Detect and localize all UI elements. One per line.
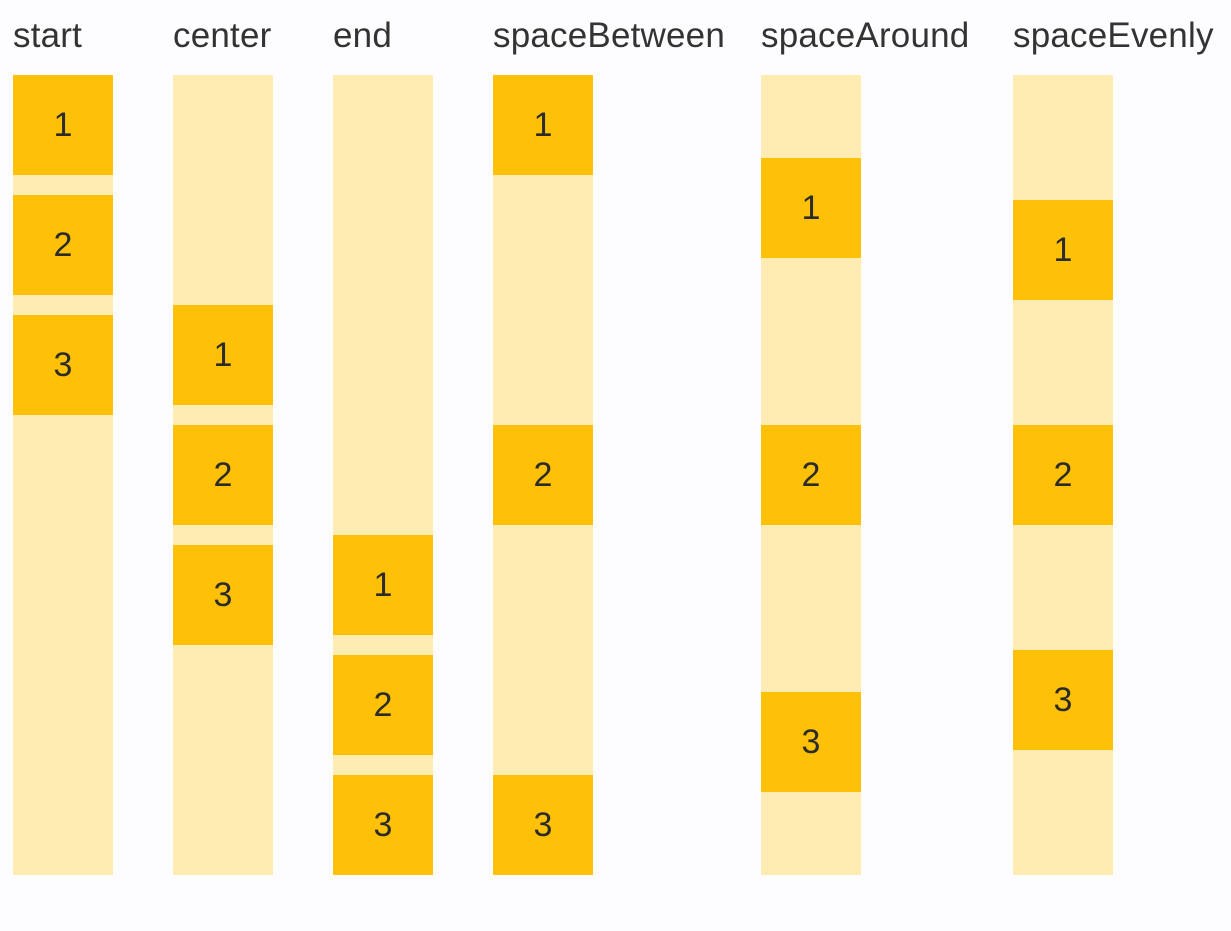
item-box: 2	[333, 655, 433, 755]
item-number: 1	[213, 336, 233, 374]
column-label: spaceAround	[761, 16, 970, 55]
column-track: 1 2 3	[173, 75, 273, 875]
alignment-column-group-spaceAround: spaceAround 1 2 3	[761, 16, 970, 875]
item-box: 3	[493, 775, 593, 875]
column-track: 1 2 3	[333, 75, 433, 875]
alignment-column-group-start: start 1 2 3	[13, 17, 113, 875]
item-number: 2	[53, 226, 73, 264]
column-track: 1 2 3	[1013, 75, 1113, 875]
item-number: 3	[373, 806, 393, 844]
item-number: 3	[533, 806, 553, 844]
item-number: 3	[213, 576, 233, 614]
column-track: 1 2 3	[13, 75, 113, 875]
item-box: 1	[493, 75, 593, 175]
item-number: 1	[533, 106, 553, 144]
alignment-column-group-center: center 1 2 3	[173, 17, 273, 875]
alignment-column-group-spaceEvenly: spaceEvenly 1 2 3	[1013, 16, 1214, 875]
item-number: 3	[801, 722, 821, 761]
item-box: 1	[173, 305, 273, 405]
item-box: 3	[333, 775, 433, 875]
item-box: 2	[493, 425, 593, 525]
item-number: 1	[801, 189, 821, 228]
item-box: 2	[761, 424, 861, 525]
item-number: 1	[1053, 231, 1073, 269]
item-box: 1	[1013, 200, 1113, 300]
item-number: 2	[801, 455, 821, 494]
alignment-column-group-spaceBetween: spaceBetween 1 2 3	[493, 16, 726, 875]
column-track: 1 2 3	[761, 75, 861, 875]
column-label: spaceEvenly	[1013, 16, 1214, 55]
column-label: start	[13, 16, 83, 55]
item-number: 2	[373, 686, 393, 724]
item-box: 3	[13, 315, 113, 415]
item-box: 1	[13, 75, 113, 175]
item-box: 1	[333, 535, 433, 635]
item-number: 2	[213, 456, 233, 494]
item-number: 3	[53, 346, 73, 384]
alignment-column-group-end: end 1 2 3	[333, 17, 433, 875]
item-box: 1	[761, 158, 861, 259]
item-number: 1	[53, 106, 73, 144]
item-number: 2	[533, 456, 553, 494]
item-number: 2	[1053, 456, 1073, 494]
column-track: 1 2 3	[493, 75, 593, 875]
column-label: center	[173, 16, 272, 55]
item-number: 1	[373, 566, 393, 604]
item-box: 3	[1013, 650, 1113, 750]
column-label: spaceBetween	[493, 16, 726, 55]
item-box: 2	[1013, 425, 1113, 525]
column-label: end	[333, 16, 392, 55]
item-box: 3	[761, 691, 861, 792]
item-box: 2	[13, 195, 113, 295]
item-box: 3	[173, 545, 273, 645]
item-number: 3	[1053, 681, 1073, 719]
item-box: 2	[173, 425, 273, 525]
